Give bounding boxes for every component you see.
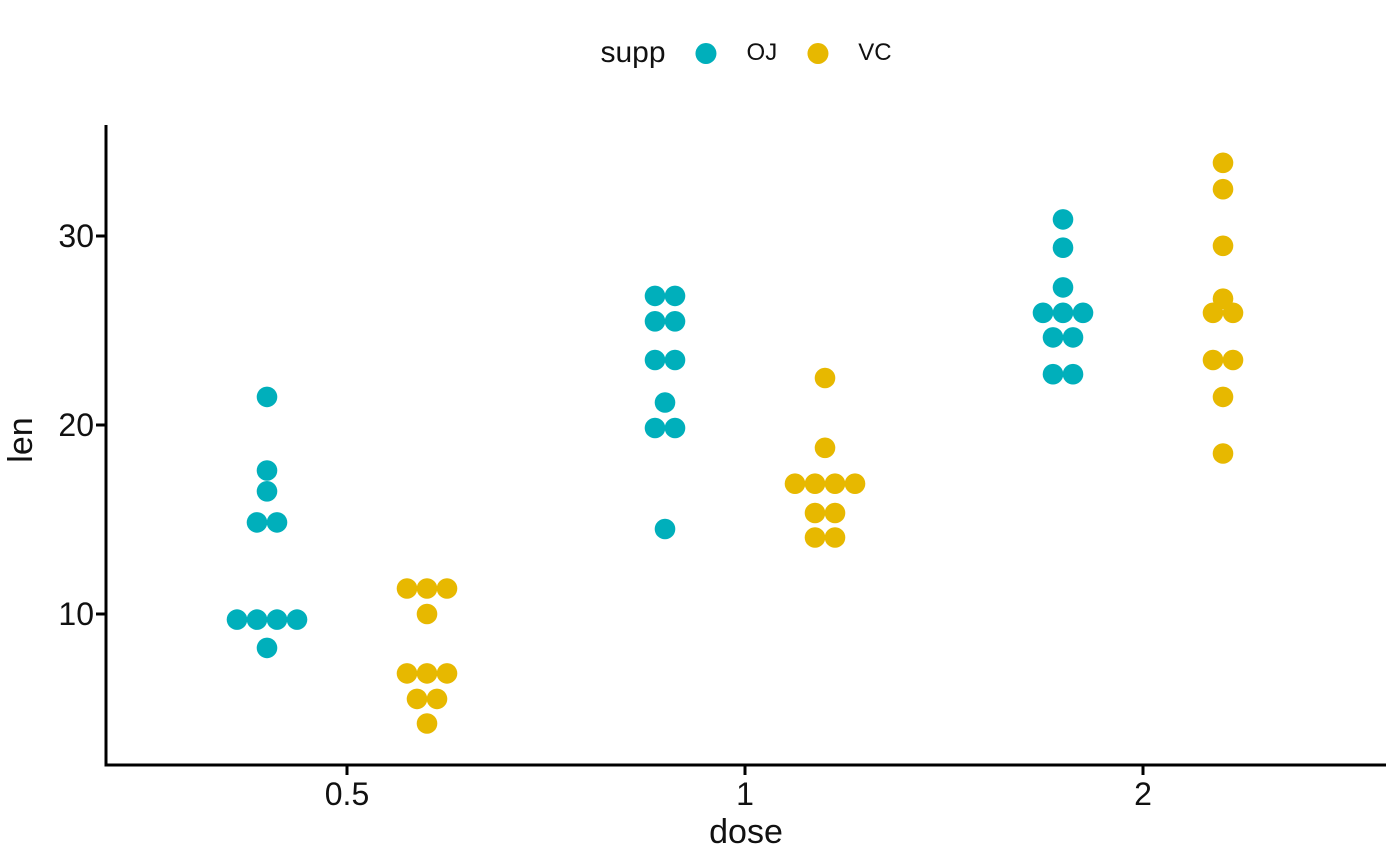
data-point-VC-dose-1 xyxy=(824,502,846,524)
data-point-OJ-dose-2 xyxy=(1072,302,1094,324)
data-point-OJ-dose-1 xyxy=(644,285,666,307)
data-point-OJ-dose-1 xyxy=(664,311,686,332)
data-point-VC-dose-0.5 xyxy=(416,578,438,599)
data-point-VC-dose-1 xyxy=(804,473,826,495)
data-point-VC-dose-1 xyxy=(804,527,826,548)
data-point-OJ-dose-0.5 xyxy=(246,609,268,630)
data-point-VC-dose-0.5 xyxy=(436,578,458,599)
data-point-OJ-dose-1 xyxy=(664,349,686,371)
data-point-VC-dose-1 xyxy=(804,502,826,524)
data-point-OJ-dose-1 xyxy=(644,311,666,332)
data-point-VC-dose-1 xyxy=(814,367,836,389)
y-tick-label-10: 10 xyxy=(58,596,94,632)
y-tick-label-30: 30 xyxy=(58,218,94,254)
data-point-OJ-dose-2 xyxy=(1052,302,1074,324)
data-point-OJ-dose-0.5 xyxy=(256,460,278,481)
data-point-OJ-dose-0.5 xyxy=(256,386,278,408)
data-point-VC-dose-2 xyxy=(1212,235,1234,257)
data-points-layer xyxy=(226,152,1244,734)
legend-point-vc-icon xyxy=(807,42,829,64)
data-point-OJ-dose-0.5 xyxy=(266,512,288,533)
data-point-VC-dose-0.5 xyxy=(416,713,438,734)
legend-item-vc: VC xyxy=(807,39,892,67)
data-point-OJ-dose-2 xyxy=(1032,302,1054,324)
data-point-VC-dose-2 xyxy=(1202,349,1224,371)
data-point-OJ-dose-2 xyxy=(1052,237,1074,258)
data-point-VC-dose-0.5 xyxy=(436,663,458,684)
legend-item-oj: OJ xyxy=(695,39,778,67)
data-point-VC-dose-2 xyxy=(1212,152,1234,174)
data-point-OJ-dose-0.5 xyxy=(256,481,278,502)
data-point-VC-dose-0.5 xyxy=(406,688,428,710)
x-tick-label-0.5: 0.5 xyxy=(325,776,369,812)
data-point-OJ-dose-1 xyxy=(654,518,676,540)
data-point-VC-dose-1 xyxy=(814,437,836,459)
data-point-OJ-dose-2 xyxy=(1052,209,1074,230)
data-point-OJ-dose-2 xyxy=(1062,363,1084,385)
legend-title: supp xyxy=(600,36,666,69)
data-point-OJ-dose-2 xyxy=(1042,327,1064,348)
data-point-VC-dose-0.5 xyxy=(396,578,418,599)
data-point-OJ-dose-1 xyxy=(664,417,686,439)
data-point-VC-dose-1 xyxy=(824,527,846,548)
data-point-VC-dose-0.5 xyxy=(426,688,448,710)
data-point-VC-dose-1 xyxy=(784,473,806,495)
data-point-OJ-dose-1 xyxy=(654,392,676,413)
y-axis-title: len xyxy=(2,417,40,462)
data-point-OJ-dose-0.5 xyxy=(226,609,248,630)
data-point-OJ-dose-0.5 xyxy=(286,609,308,630)
x-tick-label-2: 2 xyxy=(1134,776,1152,812)
data-point-OJ-dose-2 xyxy=(1062,327,1084,348)
data-point-OJ-dose-1 xyxy=(644,349,666,371)
data-point-OJ-dose-2 xyxy=(1052,277,1074,298)
data-point-VC-dose-1 xyxy=(824,473,846,495)
legend: supp OJ VC xyxy=(600,36,891,70)
data-point-VC-dose-0.5 xyxy=(396,663,418,684)
legend-point-oj-icon xyxy=(695,42,717,64)
data-point-VC-dose-2 xyxy=(1212,443,1234,464)
x-axis-title: dose xyxy=(709,813,783,851)
data-point-VC-dose-2 xyxy=(1212,386,1234,408)
data-point-VC-dose-0.5 xyxy=(416,603,438,625)
y-tick-label-20: 20 xyxy=(58,407,94,443)
data-point-OJ-dose-1 xyxy=(644,417,666,439)
data-point-VC-dose-2 xyxy=(1212,288,1234,310)
data-point-OJ-dose-0.5 xyxy=(256,637,278,659)
data-point-OJ-dose-0.5 xyxy=(266,609,288,630)
data-point-OJ-dose-0.5 xyxy=(246,512,268,533)
data-point-VC-dose-2 xyxy=(1212,178,1234,200)
data-point-VC-dose-0.5 xyxy=(416,663,438,684)
legend-label-oj: OJ xyxy=(746,39,778,66)
data-point-VC-dose-2 xyxy=(1222,349,1244,371)
data-point-OJ-dose-1 xyxy=(664,285,686,307)
data-point-OJ-dose-2 xyxy=(1042,363,1064,385)
x-tick-label-1: 1 xyxy=(736,776,754,812)
legend-label-vc: VC xyxy=(858,39,892,66)
data-point-VC-dose-1 xyxy=(844,473,866,495)
